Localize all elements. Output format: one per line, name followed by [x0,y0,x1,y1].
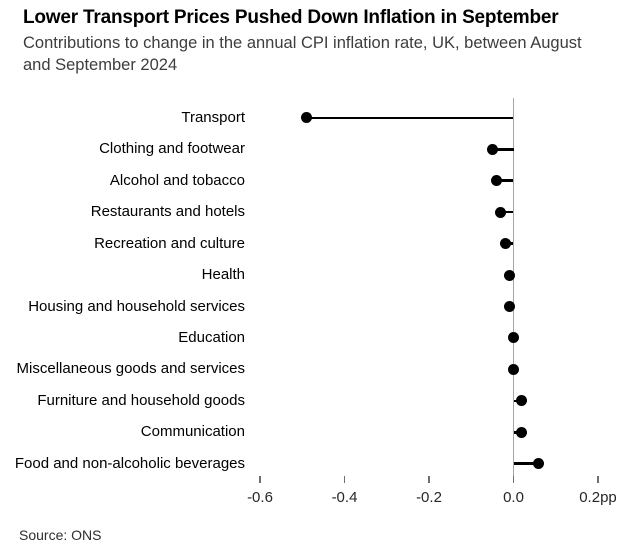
lollipop-dot [516,426,528,438]
lollipop-dot [495,206,507,218]
category-label: Clothing and footwear [99,140,245,158]
category-label: Restaurants and hotels [90,203,245,221]
x-axis-tick [428,476,430,483]
x-axis-tick-label: 0.2pp [579,489,617,506]
chart-subtitle: Contributions to change in the annual CP… [23,32,623,76]
lollipop-dot [300,112,312,124]
subtitle-line-2: and September 2024 [23,56,178,74]
source-note: Source: ONS [19,527,102,543]
x-axis-tick [259,476,261,483]
lollipop-stem [306,116,514,120]
lollipop-dot [486,143,498,155]
lollipop-stem [513,462,539,466]
category-label: Transport [181,108,245,126]
category-label: Miscellaneous goods and services [16,360,245,378]
x-axis-tick [597,476,599,483]
zero-axis-line [512,98,515,482]
x-axis-tick-label: -0.2 [416,489,442,506]
lollipop-dot [491,175,503,187]
x-axis-tick-label: -0.6 [247,489,273,506]
category-label: Education [178,328,245,346]
subtitle-line-1: Contributions to change in the annual CP… [23,34,582,52]
lollipop-dot [533,458,545,470]
category-label: Health [201,266,245,284]
lollipop-dot [503,301,515,312]
category-label: Food and non-alcoholic beverages [14,454,245,472]
chart-title: Lower Transport Prices Pushed Down Infla… [23,7,559,28]
x-axis-tick-label: 0.0 [503,489,524,506]
lollipop-stem [500,210,514,214]
lollipop-dot [503,269,515,281]
category-label: Alcohol and tobacco [109,171,245,189]
lollipop-dot [508,363,519,375]
lollipop-dot [508,332,519,344]
category-label: Furniture and household goods [37,391,245,409]
category-label: Communication [140,423,245,441]
category-label: Recreation and culture [94,234,245,252]
lollipop-dot [499,238,511,250]
x-axis-tick [343,476,346,483]
lollipop-stem [492,147,514,151]
x-axis-tick-label: -0.4 [331,489,358,506]
lollipop-dot [516,395,528,407]
category-label: Housing and household services [28,297,245,315]
x-axis-tick [512,476,515,483]
lollipop-stem [496,179,514,182]
